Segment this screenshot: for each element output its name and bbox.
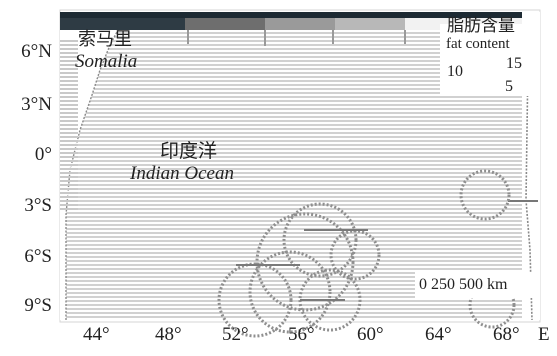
legend-title-cn: 脂肪含量 bbox=[447, 16, 515, 35]
bubble bbox=[468, 281, 516, 329]
top-bar-mid-1 bbox=[185, 18, 265, 30]
x-tick-68: 68° bbox=[493, 324, 520, 345]
y-tick-3s: 3°S bbox=[24, 195, 52, 216]
y-tick-6s: 6°S bbox=[24, 246, 52, 267]
bubble bbox=[255, 212, 355, 312]
bubble bbox=[298, 268, 362, 332]
legend-value-5: 5 bbox=[505, 78, 513, 95]
top-bar-mid-3 bbox=[335, 18, 405, 30]
legend-box bbox=[440, 24, 532, 96]
scale-bar-label: 0 250 500 km bbox=[419, 276, 508, 293]
top-bar-mid-2 bbox=[265, 18, 335, 30]
label-somalia-en: Somalia bbox=[75, 51, 138, 72]
label-somalia-cn: 索马里 bbox=[78, 29, 132, 49]
left-edge-hatch bbox=[60, 40, 78, 210]
label-ocean-en: Indian Ocean bbox=[130, 163, 234, 184]
y-tick-3n: 3°N bbox=[21, 94, 52, 115]
y-tick-6n: 6°N bbox=[21, 41, 52, 62]
legend-value-15: 15 bbox=[506, 55, 522, 72]
y-tick-0: 0° bbox=[34, 144, 52, 165]
legend-value-10: 10 bbox=[447, 63, 463, 80]
x-tick-48: 48° bbox=[155, 324, 182, 345]
x-axis-suffix-e: E bbox=[538, 324, 550, 345]
y-tick-9s: 9°S bbox=[24, 295, 52, 316]
label-ocean-cn: 印度洋 bbox=[160, 141, 218, 162]
x-tick-56: 56° bbox=[288, 324, 315, 345]
scale-box bbox=[415, 272, 533, 298]
x-tick-64: 64° bbox=[425, 324, 452, 345]
top-bar-dark-left bbox=[60, 18, 185, 30]
bubble bbox=[459, 169, 511, 221]
x-tick-60: 60° bbox=[357, 324, 384, 345]
top-bar-dark bbox=[60, 12, 540, 18]
legend-title-en: fat content bbox=[446, 36, 510, 52]
x-tick-44: 44° bbox=[83, 324, 110, 345]
bubble bbox=[248, 250, 332, 334]
x-tick-52: 52° bbox=[222, 324, 249, 345]
bubble bbox=[282, 202, 358, 278]
